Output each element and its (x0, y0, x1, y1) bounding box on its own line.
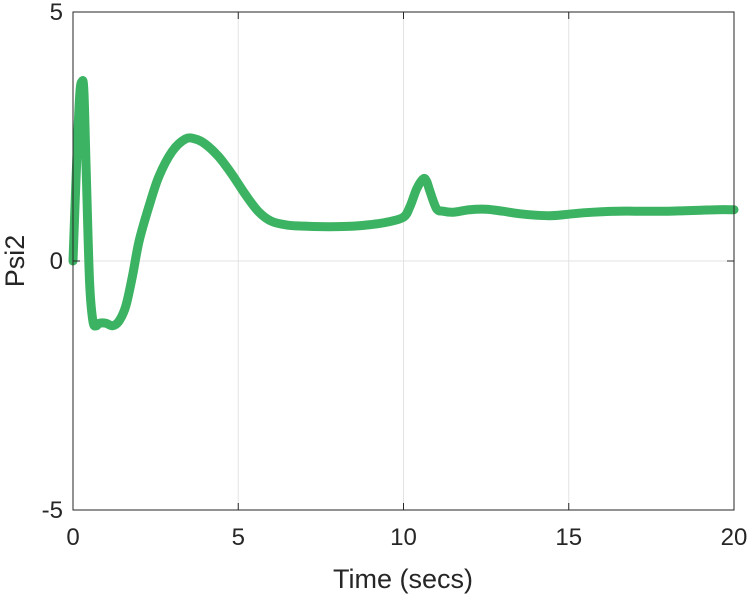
x-tick-label: 5 (232, 524, 245, 551)
tick-marks (72, 11, 735, 511)
series-layer (68, 76, 739, 331)
x-tick-label: 20 (721, 524, 747, 551)
tick-labels: 0 5 10 15 20-505 (42, 0, 747, 551)
y-tick-label: 5 (50, 0, 63, 26)
y-tick-label: -5 (42, 497, 63, 524)
x-tick-label: 15 (555, 524, 582, 551)
x-tick-label: 0 (66, 524, 79, 551)
y-axis-label: Psi2 (0, 235, 30, 288)
x-tick-label: 10 (390, 524, 417, 551)
series-line-1 (68, 76, 739, 331)
y-tick-label: 0 (50, 248, 63, 275)
x-axis-label: Time (secs) (333, 564, 473, 594)
